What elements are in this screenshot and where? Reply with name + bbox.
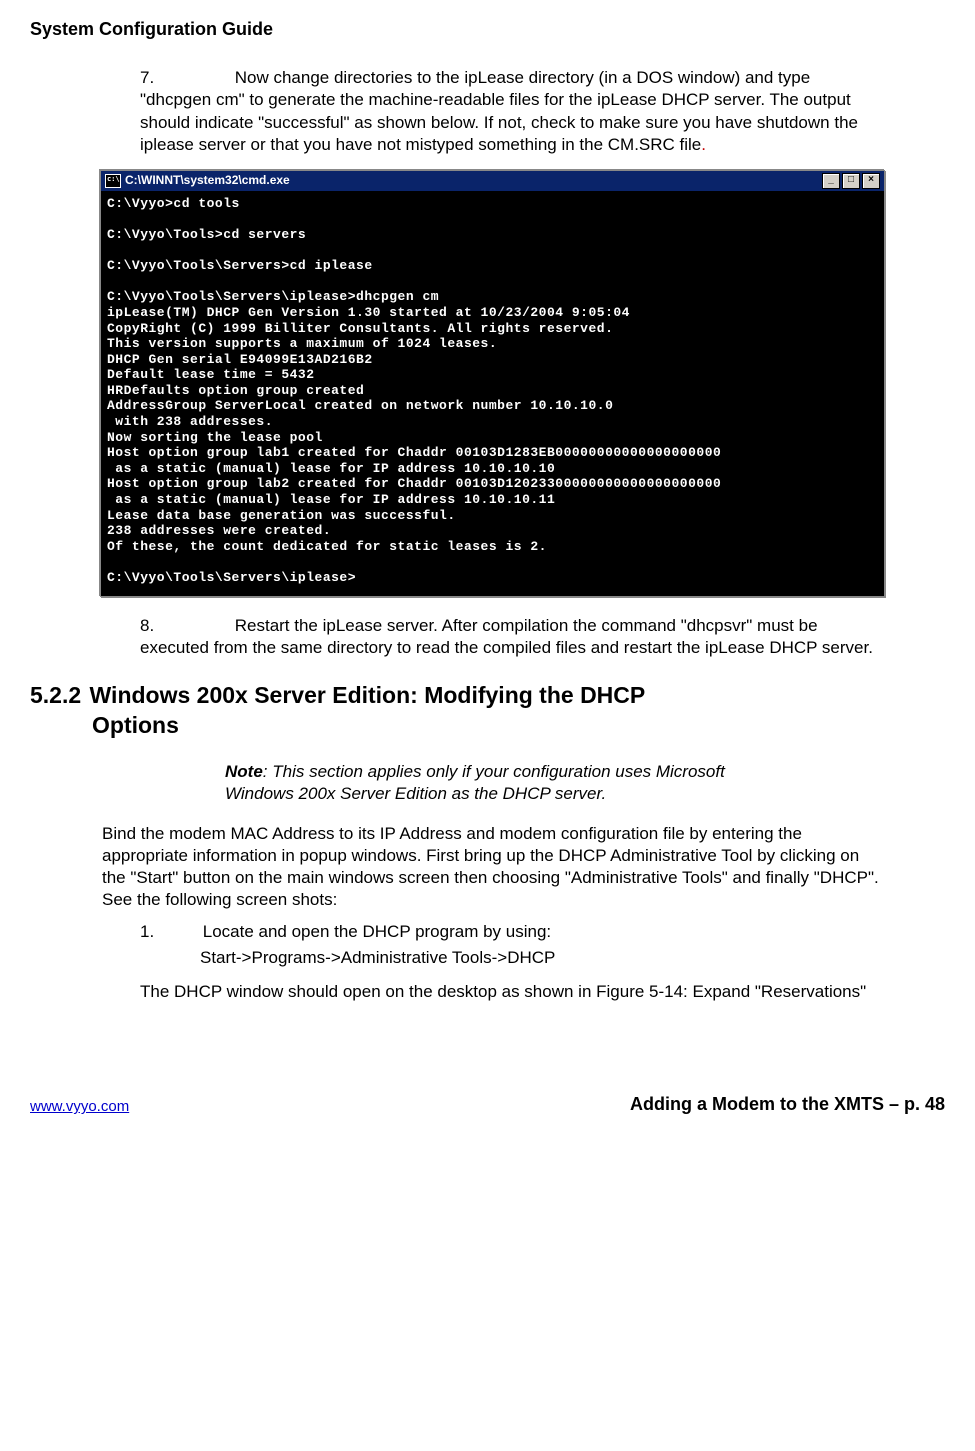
note-block: Note: This section applies only if your … [225, 761, 750, 805]
maximize-button[interactable]: □ [842, 173, 860, 189]
substep-1-text-b: Start->Programs->Administrative Tools->D… [200, 947, 885, 969]
step-7-number: 7. [140, 67, 200, 89]
cmd-window: C:\WINNT\system32\cmd.exe _ □ × C:\Vyyo>… [100, 170, 885, 597]
cmd-title-text: C:\WINNT\system32\cmd.exe [125, 173, 290, 189]
cmd-titlebar: C:\WINNT\system32\cmd.exe _ □ × [101, 171, 884, 192]
section-title-line1: Windows 200x Server Edition: Modifying t… [90, 682, 646, 708]
cmd-titlebar-left: C:\WINNT\system32\cmd.exe [105, 173, 290, 189]
step-8-text: Restart the ipLease server. After compil… [140, 616, 873, 657]
footer-page-label: Adding a Modem to the XMTS – p. 48 [630, 1093, 945, 1116]
step-7-trailing-red-dot: . [701, 135, 706, 154]
cmd-system-icon [105, 174, 121, 188]
note-text: : This section applies only if your conf… [225, 762, 725, 803]
section-number: 5.2.2 [30, 681, 81, 711]
substep-1-text-a: Locate and open the DHCP program by usin… [203, 922, 551, 941]
body-paragraph-2: The DHCP window should open on the deskt… [140, 981, 885, 1003]
cmd-window-controls: _ □ × [822, 173, 880, 189]
substep-1: 1. Locate and open the DHCP program by u… [140, 921, 885, 943]
substep-1-number: 1. [140, 921, 198, 943]
section-heading: 5.2.2 Windows 200x Server Edition: Modif… [30, 681, 945, 741]
minimize-button[interactable]: _ [822, 173, 840, 189]
footer-link[interactable]: www.vyyo.com [30, 1097, 129, 1117]
body-paragraph-1: Bind the modem MAC Address to its IP Add… [102, 823, 885, 911]
close-button[interactable]: × [862, 173, 880, 189]
page-footer: www.vyyo.com Adding a Modem to the XMTS … [30, 1093, 945, 1116]
step-7: 7. Now change directories to the ipLease… [140, 67, 885, 155]
step-7-text: Now change directories to the ipLease di… [140, 68, 858, 153]
step-8: 8. Restart the ipLease server. After com… [140, 615, 885, 659]
step-7-text-main: Now change directories to the ipLease di… [140, 68, 858, 153]
page-header: System Configuration Guide [30, 18, 945, 41]
step-8-number: 8. [140, 615, 200, 637]
note-label: Note [225, 762, 263, 781]
section-title-line2: Options [92, 711, 945, 741]
cmd-output: C:\Vyyo>cd tools C:\Vyyo\Tools>cd server… [101, 192, 884, 596]
